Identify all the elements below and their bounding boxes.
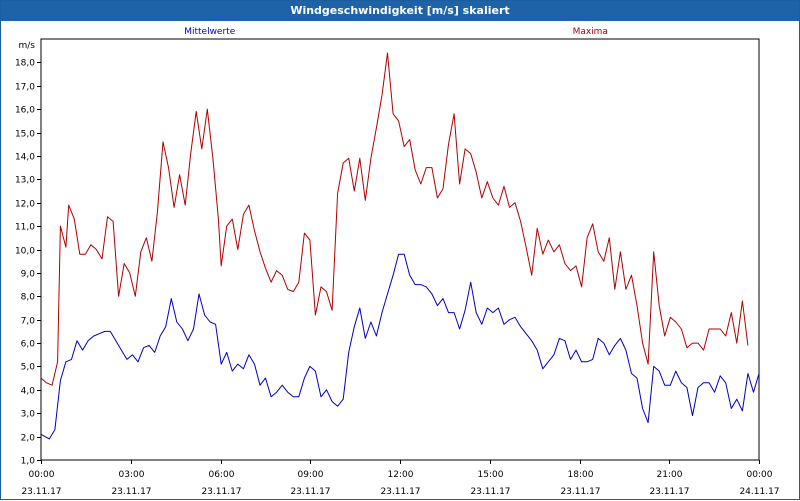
x-tick-date: 23.11.17 (21, 487, 61, 497)
y-tick-label: 2,0 (21, 434, 36, 444)
legend-mittelwerte: Mittelwerte (184, 27, 235, 37)
x-tick-date: 23.11.17 (290, 487, 330, 497)
axes (37, 38, 760, 464)
series-line-maxima (40, 52, 749, 386)
y-axis-label: m/s (19, 41, 36, 51)
y-tick-label: 15,0 (15, 130, 35, 140)
y-tick-label: 14,0 (15, 153, 35, 163)
series-lines (40, 52, 760, 440)
y-tick-label: 4,0 (21, 387, 36, 397)
y-tick-label: 13,0 (15, 176, 35, 186)
series-line-mittelwerte (40, 253, 760, 440)
y-tick-label: 6,0 (21, 340, 36, 350)
x-tick-date: 24.11.17 (739, 487, 779, 497)
y-tick-label: 18,0 (15, 59, 35, 69)
x-tick-time: 03:00 (119, 470, 145, 480)
y-tick-label: 3,0 (21, 410, 36, 420)
y-tick-label: 5,0 (21, 363, 36, 373)
y-tick-label: 17,0 (15, 83, 35, 93)
y-tick-label: 7,0 (21, 317, 36, 327)
x-tick-date: 23.11.17 (111, 487, 151, 497)
axis-labels: 1,0 2,0 3,0 4,0 5,0 6,0 7,0 8,0 9,0 10,0 11,0 12,0 1… (15, 27, 780, 497)
x-tick-date: 23.11.17 (560, 487, 600, 497)
x-tick-time: 15:00 (478, 470, 504, 480)
legend-maxima: Maxima (573, 27, 608, 37)
x-tick-time: 18:00 (568, 470, 594, 480)
x-tick-time: 09:00 (298, 470, 324, 480)
x-tick-date: 23.11.17 (380, 487, 420, 497)
y-tick-label: 1,0 (21, 457, 36, 467)
x-tick-date: 23.11.17 (201, 487, 241, 497)
y-tick-label: 8,0 (21, 293, 36, 303)
x-tick-time: 06:00 (209, 470, 235, 480)
y-tick-label: 12,0 (15, 200, 35, 210)
x-tick-date: 23.11.17 (470, 487, 510, 497)
window-title: Windgeschwindigkeit [m/s] skaliert (1, 1, 799, 21)
x-tick-date: 23.11.17 (649, 487, 689, 497)
x-tick-time: 12:00 (388, 470, 414, 480)
y-tick-label: 11,0 (15, 223, 35, 233)
x-tick-time: 00:00 (747, 470, 773, 480)
y-tick-label: 9,0 (21, 270, 36, 280)
y-tick-label: 10,0 (15, 247, 35, 257)
x-tick-time: 21:00 (657, 470, 683, 480)
y-tick-label: 16,0 (15, 106, 35, 116)
x-tick-time: 00:00 (29, 470, 55, 480)
